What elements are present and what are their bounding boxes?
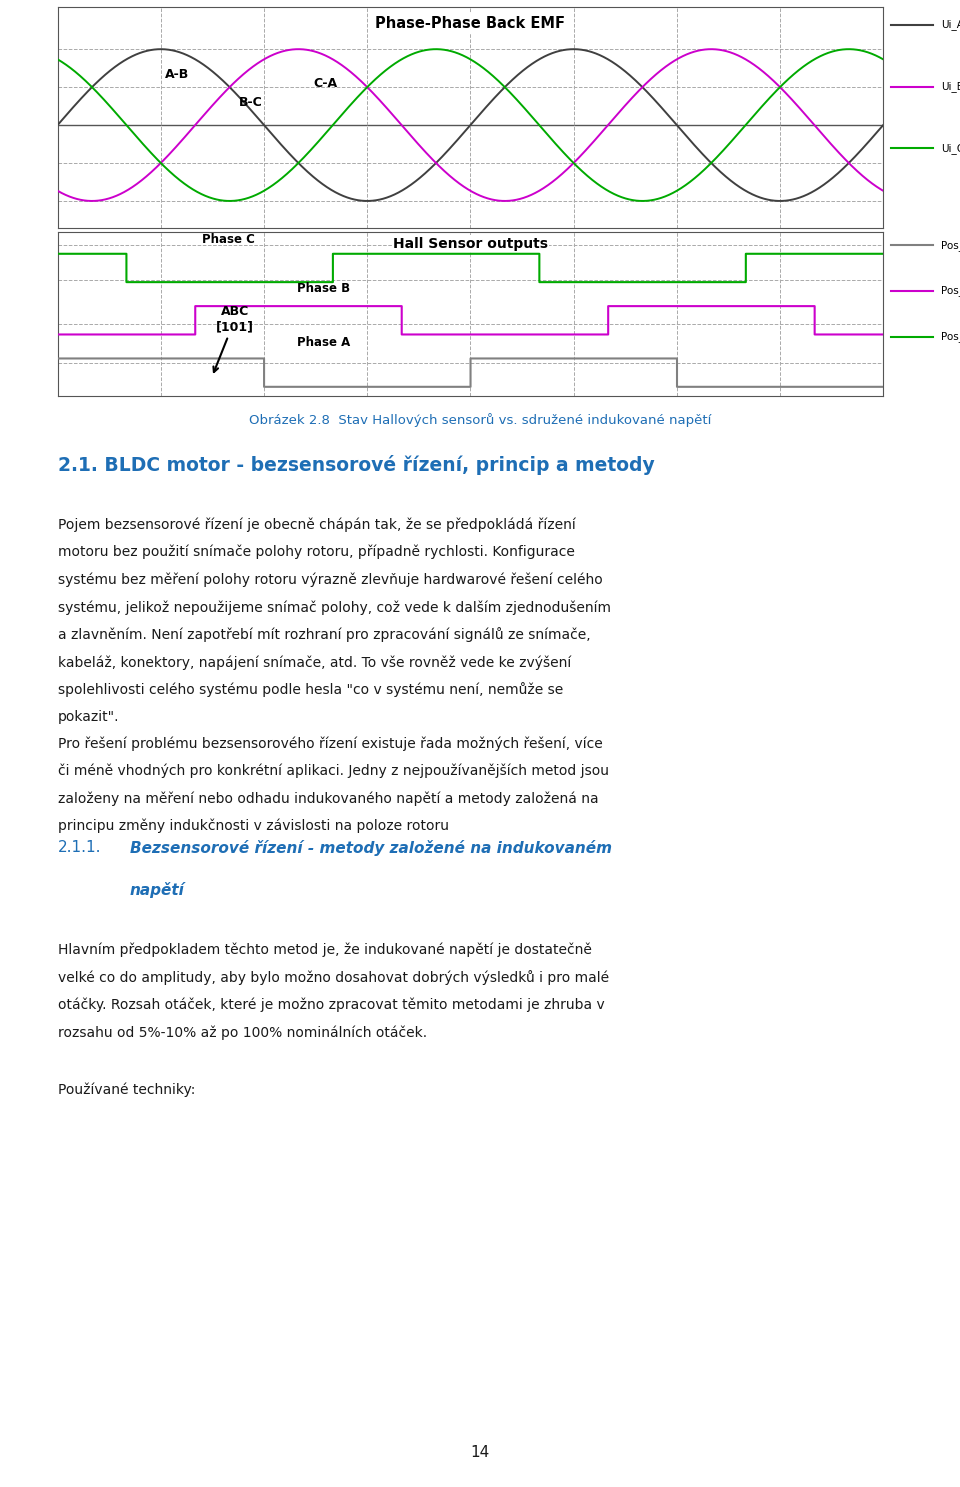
Text: Bezsensorové řízení - metody založené na indukovaném: Bezsensorové řízení - metody založené na… (130, 840, 612, 857)
Text: rozsahu od 5%-10% až po 100% nominálních otáček.: rozsahu od 5%-10% až po 100% nominálních… (58, 1026, 427, 1039)
Text: Hlavním předpokladem těchto metod je, že indukované napětí je dostatečně: Hlavním předpokladem těchto metod je, že… (58, 943, 591, 958)
Text: či méně vhodných pro konkrétní aplikaci. Jedny z nejpoužívanějších metod jsou: či méně vhodných pro konkrétní aplikaci.… (58, 764, 609, 778)
Text: C-A: C-A (314, 77, 338, 89)
Text: napětí: napětí (130, 882, 184, 898)
Text: B-C: B-C (239, 97, 263, 110)
Text: Ui_CA: Ui_CA (941, 143, 960, 153)
Text: Používané techniky:: Používané techniky: (58, 1083, 195, 1097)
Text: otáčky. Rozsah otáček, které je možno zpracovat těmito metodami je zhruba v: otáčky. Rozsah otáček, které je možno zp… (58, 998, 605, 1013)
Text: Pos_B: Pos_B (941, 286, 960, 296)
Text: a zlavněním. Není zapotřebí mít rozhraní pro zpracování signálů ze snímače,: a zlavněním. Není zapotřebí mít rozhraní… (58, 628, 590, 642)
Text: 2.1.1.: 2.1.1. (58, 840, 101, 855)
Text: založeny na měření nebo odhadu indukovaného napětí a metody založená na: založeny na měření nebo odhadu indukovan… (58, 791, 598, 806)
Text: Obrázek 2.8  Stav Hallových sensorů vs. sdružené indukované napětí: Obrázek 2.8 Stav Hallových sensorů vs. s… (249, 413, 711, 427)
Text: Pojem bezsensorové řízení je obecně chápán tak, že se předpokládá řízení: Pojem bezsensorové řízení je obecně cháp… (58, 517, 575, 532)
Text: motoru bez použití snímače polohy rotoru, případně rychlosti. Konfigurace: motoru bez použití snímače polohy rotoru… (58, 544, 574, 559)
Text: Pos_A: Pos_A (941, 239, 960, 250)
Text: Ui_BC: Ui_BC (941, 82, 960, 92)
Text: A-B: A-B (165, 68, 189, 80)
Text: kabeláž, konektory, napájení snímače, atd. To vše rovněž vede ke zvýšení: kabeláž, konektory, napájení snímače, at… (58, 654, 571, 669)
Text: Phase A: Phase A (297, 336, 350, 349)
Text: Pos_C: Pos_C (941, 332, 960, 342)
Text: velké co do amplitudy, aby bylo možno dosahovat dobrých výsledků i pro malé: velké co do amplitudy, aby bylo možno do… (58, 971, 609, 986)
Text: ABC
[101]: ABC [101] (213, 305, 254, 372)
Text: 2.1. BLDC motor - bezsensorové řízení, princip a metody: 2.1. BLDC motor - bezsensorové řízení, p… (58, 455, 655, 474)
Text: principu změny indukčnosti v závislosti na poloze rotoru: principu změny indukčnosti v závislosti … (58, 818, 448, 833)
Text: Ui_AB: Ui_AB (941, 19, 960, 31)
Text: systému bez měření polohy rotoru výrazně zlevňuje hardwarové řešení celého: systému bez měření polohy rotoru výrazně… (58, 572, 602, 587)
Text: Phase C: Phase C (202, 233, 255, 247)
Text: spolehlivosti celého systému podle hesla "co v systému není, nemůže se: spolehlivosti celého systému podle hesla… (58, 683, 563, 697)
Text: Phase B: Phase B (297, 283, 350, 296)
Text: systému, jelikož nepoužijeme snímač polohy, což vede k dalším zjednodušením: systému, jelikož nepoužijeme snímač polo… (58, 599, 611, 614)
Text: Pro řešení problému bezsensorového řízení existuje řada možných řešení, více: Pro řešení problému bezsensorového řízen… (58, 736, 602, 751)
Text: Phase-Phase Back EMF: Phase-Phase Back EMF (375, 16, 565, 31)
Text: Hall Sensor outputs: Hall Sensor outputs (393, 236, 548, 251)
Text: pokazit".: pokazit". (58, 711, 119, 724)
Text: 14: 14 (470, 1445, 490, 1460)
